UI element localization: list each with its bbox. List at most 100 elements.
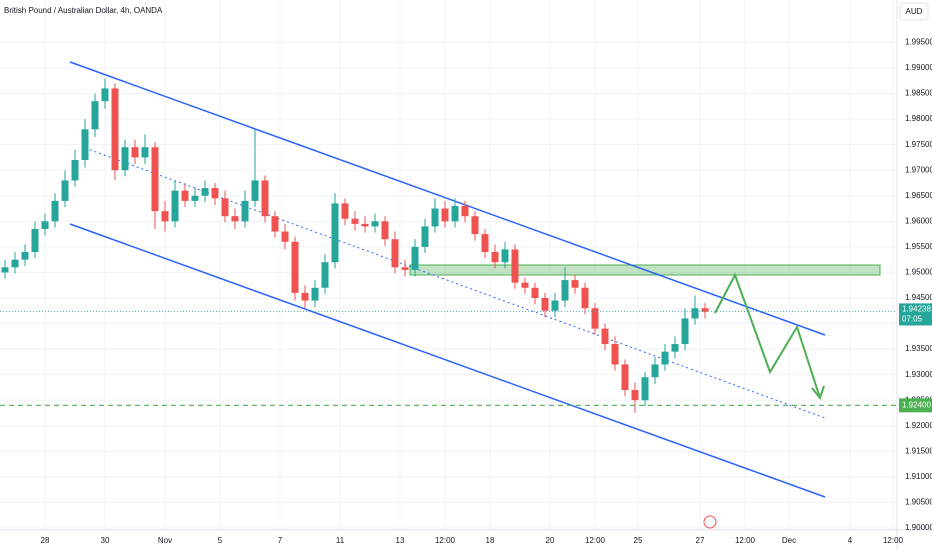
y-tick-label: 1.90000 [905, 523, 932, 532]
x-tick-label: Nov [158, 536, 172, 545]
target-label-box [899, 398, 932, 413]
candle-body [141, 147, 149, 158]
candle-body [111, 88, 119, 171]
candle-body [501, 249, 509, 263]
candle-body [231, 216, 239, 222]
candle-body [191, 195, 199, 201]
y-tick-label: 1.96000 [905, 216, 932, 225]
candle-body [211, 188, 219, 199]
x-tick-label: 12:00 [883, 536, 904, 545]
x-tick-label: 5 [218, 536, 223, 545]
projection-path [714, 272, 821, 399]
candle-body [441, 208, 449, 222]
candle-body [21, 251, 29, 260]
candle-body [401, 267, 409, 270]
candle-body [671, 343, 679, 352]
candle-body [681, 318, 689, 344]
candle-body [41, 221, 49, 229]
candle-body [601, 328, 609, 344]
y-tick-label: 1.97500 [905, 140, 932, 149]
channel-upper [69, 61, 826, 336]
candle-body [421, 226, 429, 247]
candle-body [431, 208, 439, 227]
candle-body [121, 147, 129, 171]
candle-body [531, 287, 539, 298]
currency-label[interactable]: AUD [906, 7, 923, 16]
candle-body [511, 249, 519, 283]
candle-body [241, 200, 249, 222]
event-icon[interactable] [703, 515, 717, 529]
candle-body [361, 223, 369, 227]
candle-body [591, 308, 599, 329]
x-tick-label: 12:00 [735, 536, 756, 545]
candle-body [371, 221, 379, 227]
x-tick-label: 11 [336, 536, 345, 545]
candle-body [61, 180, 69, 201]
candle-body [251, 180, 259, 201]
candle-body [541, 297, 549, 311]
y-tick-label: 1.97000 [905, 165, 932, 174]
candle-body [451, 205, 459, 222]
candles [1, 78, 709, 414]
candle-body [291, 241, 299, 293]
candle-body [221, 198, 229, 217]
candle-body [151, 147, 159, 212]
candle-body [51, 200, 59, 222]
candle-body [481, 234, 489, 252]
candle-body [351, 218, 359, 224]
y-tick-label: 1.94500 [905, 293, 932, 302]
candle-body [281, 231, 289, 242]
x-tick-label: 4 [848, 536, 853, 545]
candle-body [621, 364, 629, 390]
y-tick-label: 1.91000 [905, 472, 932, 481]
x-tick-label: Dec [782, 536, 796, 545]
y-tick-label: 1.99000 [905, 63, 932, 72]
projection-arrowhead [811, 385, 825, 401]
candle-body [31, 228, 39, 252]
x-tick-label: 20 [546, 536, 555, 545]
x-tick-label: 7 [278, 536, 283, 545]
candle-body [91, 101, 99, 130]
candle-body [381, 221, 389, 240]
y-tick-label: 1.93500 [905, 344, 932, 353]
currency-button[interactable] [899, 2, 929, 21]
candle-body [461, 205, 469, 217]
y-tick-label: 1.95000 [905, 268, 932, 277]
candle-body [201, 188, 209, 196]
x-tick-label: 13 [396, 536, 405, 545]
y-tick-label: 1.93000 [905, 370, 932, 379]
candle-body [631, 389, 639, 401]
candle-body [411, 246, 419, 270]
y-tick-label: 1.90500 [905, 498, 932, 507]
candle-body [131, 147, 139, 158]
candle-body [391, 239, 399, 268]
candle-body [471, 216, 479, 235]
candle-body [321, 262, 329, 288]
y-tick-label: 1.96500 [905, 191, 932, 200]
candle-body [101, 88, 109, 102]
candle-body [701, 308, 709, 312]
candle-body [181, 190, 189, 201]
candle-body [571, 280, 579, 288]
channel-lower [69, 223, 826, 498]
candle-body [81, 129, 89, 160]
candle-body [581, 287, 589, 309]
last-price-box [899, 303, 932, 326]
candle-body [561, 280, 569, 301]
candle-body [301, 292, 309, 301]
y-tick-label: 1.98500 [905, 89, 932, 98]
candle-body [651, 364, 659, 378]
candle-body [271, 216, 279, 232]
x-tick-label: 12:00 [585, 536, 606, 545]
candle-body [521, 282, 529, 288]
candle-body [171, 190, 179, 222]
countdown-label: 07:05 [902, 314, 923, 323]
x-tick-label: 28 [41, 536, 50, 545]
x-tick-label: 30 [101, 536, 110, 545]
candle-body [551, 300, 559, 311]
x-tick-label: 27 [696, 536, 705, 545]
candle-body [71, 159, 79, 181]
symbol-title: British Pound / Australian Dollar, 4h, O… [4, 6, 163, 15]
x-tick-label: 18 [486, 536, 495, 545]
